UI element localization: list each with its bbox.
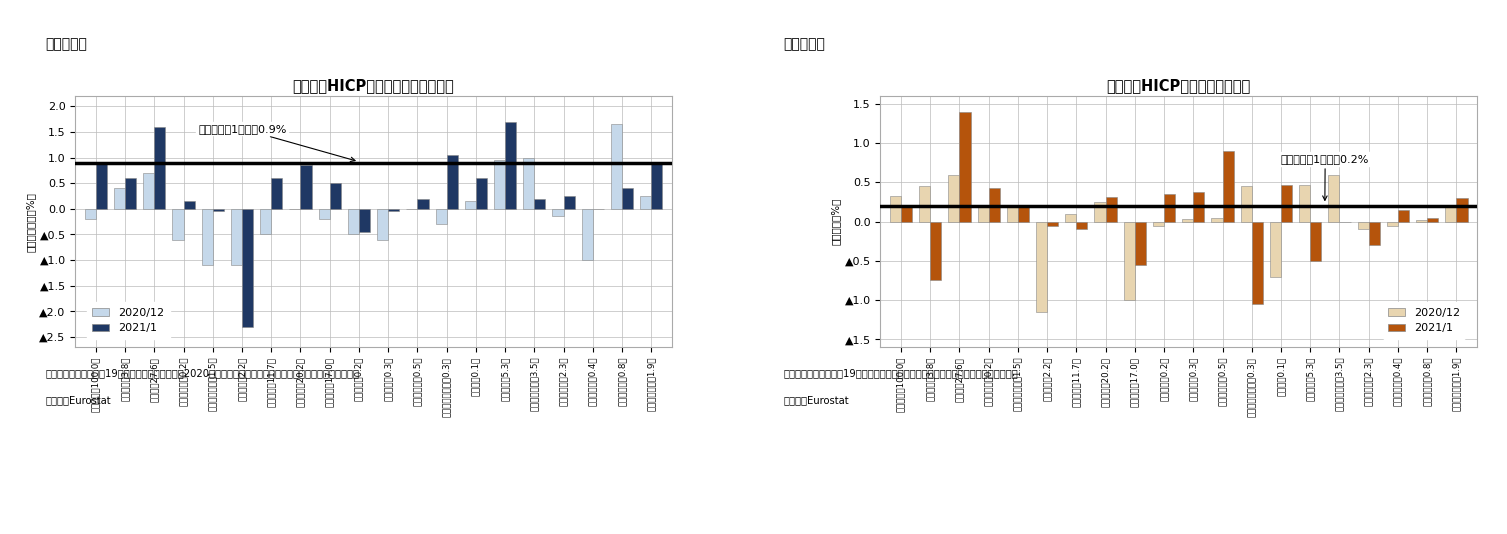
Bar <box>1065 214 1076 222</box>
Bar <box>1163 194 1175 222</box>
Text: ユーロ圈（1月）：0.9%: ユーロ圈（1月）：0.9% <box>197 124 356 161</box>
Text: （注）［］はユーロ圈19か国に対するウェイト、オーストリアは最新月のデータなし: （注）［］はユーロ圈19か国に対するウェイト、オーストリアは最新月のデータなし <box>784 368 1019 379</box>
Text: （資料）Eurostat: （資料）Eurostat <box>784 395 850 405</box>
Bar <box>989 188 999 222</box>
Bar <box>261 209 271 234</box>
Bar <box>582 209 592 260</box>
Bar <box>202 209 212 265</box>
Text: （注）［］はユーロ圈19か国に対するウェイト（2020年）、オーストリア・スロベニアは最新月のデータなし: （注）［］はユーロ圈19か国に対するウェイト（2020年）、オーストリア・スロベ… <box>45 368 359 379</box>
Bar <box>1358 222 1368 230</box>
Bar <box>231 209 243 265</box>
Bar <box>1427 218 1438 222</box>
Bar <box>1035 222 1047 312</box>
Bar <box>1398 210 1409 222</box>
Bar <box>1007 206 1017 222</box>
Bar <box>610 124 622 209</box>
Text: ユーロ圈（1月）：0.2%: ユーロ圈（1月）：0.2% <box>1281 154 1370 200</box>
Bar <box>436 209 446 224</box>
Bar <box>1135 222 1145 265</box>
Bar <box>901 206 912 222</box>
Y-axis label: （前年同月比、%）: （前年同月比、%） <box>26 192 35 252</box>
Bar <box>318 209 330 219</box>
Bar <box>172 209 184 240</box>
Bar <box>930 222 942 280</box>
Bar <box>300 165 312 209</box>
Bar <box>348 209 359 234</box>
Bar <box>212 209 225 211</box>
Bar <box>1252 222 1263 304</box>
Bar <box>1368 222 1380 245</box>
Y-axis label: （前月比、%）: （前月比、%） <box>830 198 841 245</box>
Bar <box>243 209 253 327</box>
Title: ユーロ圈HICP上昇率（前年同月比）: ユーロ圈HICP上昇率（前年同月比） <box>292 78 455 93</box>
Bar <box>1445 208 1456 222</box>
Text: （図表５）: （図表５） <box>784 37 826 51</box>
Bar <box>640 196 651 209</box>
Bar <box>1386 222 1398 225</box>
Bar <box>1017 206 1029 222</box>
Bar <box>330 183 341 209</box>
Bar <box>553 209 564 216</box>
Bar <box>1076 222 1088 230</box>
Bar <box>1270 222 1281 277</box>
Bar <box>919 186 930 222</box>
Bar <box>154 127 166 209</box>
Bar <box>1240 186 1252 222</box>
Bar <box>523 158 535 209</box>
Bar <box>1417 220 1427 222</box>
Bar <box>1094 202 1106 222</box>
Bar <box>359 209 371 232</box>
Bar <box>564 196 574 209</box>
Text: （図表４）: （図表４） <box>45 37 87 51</box>
Bar <box>1106 197 1117 222</box>
Bar <box>464 201 476 209</box>
Title: ユーロ圈HICP上昇率（前月比）: ユーロ圈HICP上昇率（前月比） <box>1106 78 1251 93</box>
Bar <box>143 173 154 209</box>
Legend: 2020/12, 2021/1: 2020/12, 2021/1 <box>87 302 170 339</box>
Bar <box>1124 222 1135 300</box>
Bar <box>889 196 901 222</box>
Bar <box>446 155 458 209</box>
Bar <box>476 178 487 209</box>
Bar <box>978 206 989 222</box>
Bar <box>96 163 107 209</box>
Bar <box>417 199 428 209</box>
Bar <box>184 201 194 209</box>
Bar <box>389 209 399 211</box>
Bar <box>622 189 633 209</box>
Bar <box>84 209 96 219</box>
Bar <box>125 178 136 209</box>
Bar <box>948 175 960 222</box>
Bar <box>505 122 517 209</box>
Bar <box>1047 222 1058 225</box>
Bar <box>1310 222 1322 261</box>
Bar <box>1212 218 1222 222</box>
Bar <box>1328 175 1340 222</box>
Bar <box>115 189 125 209</box>
Bar <box>1222 151 1234 222</box>
Bar <box>1181 219 1194 222</box>
Bar <box>1456 198 1468 222</box>
Text: （資料）Eurostat: （資料）Eurostat <box>45 395 112 405</box>
Bar <box>1153 222 1163 225</box>
Bar <box>1194 192 1204 222</box>
Bar <box>1299 185 1310 222</box>
Bar <box>377 209 389 240</box>
Bar <box>960 112 971 222</box>
Bar <box>535 199 546 209</box>
Bar <box>271 178 282 209</box>
Bar <box>1281 185 1291 222</box>
Legend: 2020/12, 2021/1: 2020/12, 2021/1 <box>1382 302 1465 339</box>
Bar <box>494 160 505 209</box>
Bar <box>651 163 663 209</box>
